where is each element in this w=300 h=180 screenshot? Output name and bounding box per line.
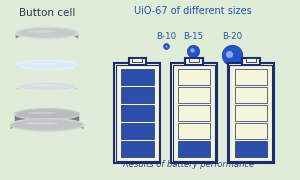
FancyBboxPatch shape [133,58,142,62]
Ellipse shape [28,112,57,114]
Ellipse shape [17,82,77,91]
Ellipse shape [28,30,56,33]
FancyBboxPatch shape [235,69,267,85]
Point [163,44,168,47]
FancyBboxPatch shape [235,87,267,103]
Point [189,48,194,51]
Point [164,45,169,48]
Ellipse shape [16,27,78,39]
FancyBboxPatch shape [185,58,203,65]
Ellipse shape [29,84,56,86]
FancyBboxPatch shape [114,63,160,163]
FancyBboxPatch shape [235,141,267,157]
FancyBboxPatch shape [235,105,267,121]
FancyBboxPatch shape [230,65,272,161]
FancyBboxPatch shape [121,87,154,103]
Point [230,54,235,57]
Text: Button cell: Button cell [19,8,75,18]
Ellipse shape [17,60,77,69]
FancyBboxPatch shape [121,105,154,121]
Point [191,49,196,52]
Polygon shape [16,33,78,40]
FancyBboxPatch shape [228,63,274,163]
Polygon shape [17,64,77,69]
Polygon shape [17,86,77,90]
FancyBboxPatch shape [128,58,146,65]
Polygon shape [11,124,83,130]
FancyBboxPatch shape [173,65,215,161]
FancyBboxPatch shape [178,69,210,85]
Ellipse shape [29,63,56,65]
Text: UiO-67 of different sizes: UiO-67 of different sizes [134,6,252,16]
Ellipse shape [25,122,58,125]
Text: Results of battery performance: Results of battery performance [123,161,254,170]
Ellipse shape [11,119,83,131]
FancyBboxPatch shape [235,123,267,139]
Polygon shape [15,114,79,124]
FancyBboxPatch shape [121,123,154,139]
FancyBboxPatch shape [246,58,256,62]
Text: B-10: B-10 [156,32,176,41]
Text: B-20: B-20 [222,32,242,41]
FancyBboxPatch shape [178,123,210,139]
FancyBboxPatch shape [116,65,159,161]
FancyBboxPatch shape [121,141,154,157]
Point [227,52,232,55]
FancyBboxPatch shape [178,87,210,103]
FancyBboxPatch shape [189,58,199,62]
FancyBboxPatch shape [178,141,210,157]
FancyBboxPatch shape [178,105,210,121]
FancyBboxPatch shape [171,63,217,163]
FancyBboxPatch shape [121,69,154,85]
Ellipse shape [15,109,79,120]
Text: B-15: B-15 [183,32,203,41]
FancyBboxPatch shape [242,58,260,65]
